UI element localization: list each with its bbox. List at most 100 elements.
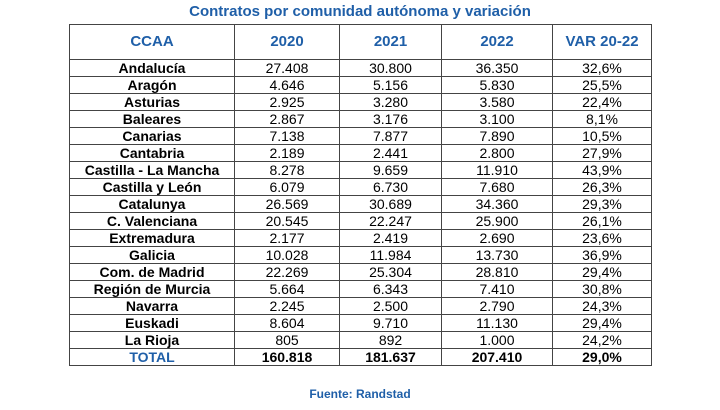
- column-header-2020: 2020: [234, 24, 340, 60]
- region-name-cell: C. Valenciana: [69, 212, 235, 230]
- table-row: Castilla - La Mancha 8.278 9.659 11.910 43,9…: [69, 161, 652, 179]
- value-2022-cell: 2.690: [441, 229, 553, 247]
- region-name-cell: Región de Murcia: [69, 280, 235, 298]
- value-2022-cell: 7.680: [441, 178, 553, 196]
- value-2020-cell: 20.545: [234, 212, 340, 230]
- value-2020-cell: 7.138: [234, 127, 340, 145]
- table-row: Baleares 2.867 3.176 3.100 8,1%: [69, 110, 652, 128]
- region-name-cell: Baleares: [69, 110, 235, 128]
- total-variation-cell: 29,0%: [552, 348, 652, 366]
- region-name-cell: Castilla - La Mancha: [69, 161, 235, 179]
- column-header-ccaa: CCAA: [69, 24, 235, 60]
- variation-cell: 8,1%: [552, 110, 652, 128]
- value-2021-cell: 7.877: [339, 127, 442, 145]
- table-row: Andalucía 27.408 30.800 36.350 32,6%: [69, 59, 652, 77]
- variation-cell: 32,6%: [552, 59, 652, 77]
- region-name-cell: Extremadura: [69, 229, 235, 247]
- value-2021-cell: 3.280: [339, 93, 442, 111]
- variation-cell: 24,3%: [552, 297, 652, 315]
- table-row: C. Valenciana 20.545 22.247 25.900 26,1%: [69, 212, 652, 230]
- value-2020-cell: 2.177: [234, 229, 340, 247]
- value-2020-cell: 5.664: [234, 280, 340, 298]
- region-name-cell: Catalunya: [69, 195, 235, 213]
- region-name-cell: Asturias: [69, 93, 235, 111]
- value-2021-cell: 22.247: [339, 212, 442, 230]
- value-2022-cell: 5.830: [441, 76, 553, 94]
- value-2022-cell: 3.580: [441, 93, 553, 111]
- table-row: Asturias 2.925 3.280 3.580 22,4%: [69, 93, 652, 111]
- value-2021-cell: 30.689: [339, 195, 442, 213]
- variation-cell: 30,8%: [552, 280, 652, 298]
- header-row: CCAA 2020 2021 2022 VAR 20-22: [69, 24, 652, 60]
- value-2021-cell: 2.419: [339, 229, 442, 247]
- value-2022-cell: 13.730: [441, 246, 553, 264]
- table-row: Navarra 2.245 2.500 2.790 24,3%: [69, 297, 652, 315]
- region-name-cell: Canarias: [69, 127, 235, 145]
- table-row: Canarias 7.138 7.877 7.890 10,5%: [69, 127, 652, 145]
- table-row: Euskadi 8.604 9.710 11.130 29,4%: [69, 314, 652, 332]
- value-2020-cell: 22.269: [234, 263, 340, 281]
- value-2022-cell: 11.130: [441, 314, 553, 332]
- value-2021-cell: 6.730: [339, 178, 442, 196]
- contracts-table: CCAA 2020 2021 2022 VAR 20-22 Andalucía 2…: [69, 24, 652, 366]
- value-2021-cell: 30.800: [339, 59, 442, 77]
- value-2022-cell: 3.100: [441, 110, 553, 128]
- value-2021-cell: 6.343: [339, 280, 442, 298]
- table-row: La Rioja 805 892 1.000 24,2%: [69, 331, 652, 349]
- total-value-2022-cell: 207.410: [441, 348, 553, 366]
- table-row: Aragón 4.646 5.156 5.830 25,5%: [69, 76, 652, 94]
- region-name-cell: Castilla y León: [69, 178, 235, 196]
- value-2021-cell: 2.441: [339, 144, 442, 162]
- region-name-cell: Navarra: [69, 297, 235, 315]
- value-2020-cell: 2.245: [234, 297, 340, 315]
- table-row: Catalunya 26.569 30.689 34.360 29,3%: [69, 195, 652, 213]
- region-name-cell: Andalucía: [69, 59, 235, 77]
- total-value-2021-cell: 181.637: [339, 348, 442, 366]
- source-note: Fuente: Randstad: [309, 387, 411, 401]
- value-2022-cell: 11.910: [441, 161, 553, 179]
- variation-cell: 29,4%: [552, 263, 652, 281]
- value-2020-cell: 8.604: [234, 314, 340, 332]
- value-2020-cell: 6.079: [234, 178, 340, 196]
- variation-cell: 22,4%: [552, 93, 652, 111]
- value-2020-cell: 4.646: [234, 76, 340, 94]
- value-2021-cell: 9.659: [339, 161, 442, 179]
- table-row: Castilla y León 6.079 6.730 7.680 26,3%: [69, 178, 652, 196]
- variation-cell: 23,6%: [552, 229, 652, 247]
- table-title: Contratos por comunidad autónoma y varia…: [189, 3, 531, 20]
- region-name-cell: Aragón: [69, 76, 235, 94]
- value-2021-cell: 9.710: [339, 314, 442, 332]
- variation-cell: 26,1%: [552, 212, 652, 230]
- value-2021-cell: 5.156: [339, 76, 442, 94]
- total-row: TOTAL 160.818 181.637 207.410 29,0%: [69, 348, 652, 366]
- value-2021-cell: 11.984: [339, 246, 442, 264]
- variation-cell: 24,2%: [552, 331, 652, 349]
- column-header-2022: 2022: [441, 24, 553, 60]
- value-2020-cell: 8.278: [234, 161, 340, 179]
- value-2022-cell: 28.810: [441, 263, 553, 281]
- value-2020-cell: 2.925: [234, 93, 340, 111]
- value-2022-cell: 34.360: [441, 195, 553, 213]
- table-row: Com. de Madrid 22.269 25.304 28.810 29,4%: [69, 263, 652, 281]
- value-2022-cell: 2.790: [441, 297, 553, 315]
- region-name-cell: Cantabria: [69, 144, 235, 162]
- value-2021-cell: 3.176: [339, 110, 442, 128]
- region-name-cell: Com. de Madrid: [69, 263, 235, 281]
- value-2021-cell: 2.500: [339, 297, 442, 315]
- total-value-2020-cell: 160.818: [234, 348, 340, 366]
- variation-cell: 29,3%: [552, 195, 652, 213]
- value-2020-cell: 26.569: [234, 195, 340, 213]
- variation-cell: 26,3%: [552, 178, 652, 196]
- total-region-name-cell: TOTAL: [69, 348, 235, 366]
- value-2022-cell: 25.900: [441, 212, 553, 230]
- value-2022-cell: 7.890: [441, 127, 553, 145]
- value-2022-cell: 1.000: [441, 331, 553, 349]
- value-2022-cell: 36.350: [441, 59, 553, 77]
- variation-cell: 29,4%: [552, 314, 652, 332]
- region-name-cell: Galicia: [69, 246, 235, 264]
- value-2022-cell: 2.800: [441, 144, 553, 162]
- value-2020-cell: 2.189: [234, 144, 340, 162]
- value-2022-cell: 7.410: [441, 280, 553, 298]
- variation-cell: 25,5%: [552, 76, 652, 94]
- table-body: Andalucía 27.408 30.800 36.350 32,6% Aragón 4.…: [69, 59, 652, 366]
